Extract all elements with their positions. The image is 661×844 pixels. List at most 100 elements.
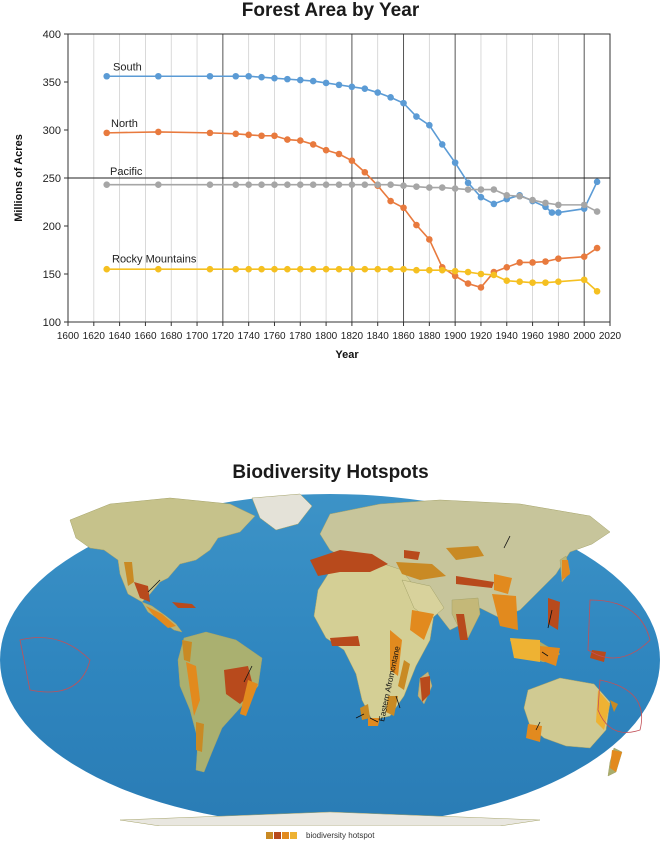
data-point bbox=[400, 99, 407, 107]
legend-label: biodiversity hotspot bbox=[306, 831, 375, 840]
y-tick-label: 200 bbox=[43, 221, 61, 233]
x-tick-label: 1600 bbox=[57, 331, 80, 342]
data-point bbox=[361, 265, 369, 273]
data-point bbox=[555, 255, 562, 262]
series-label: North bbox=[111, 118, 138, 130]
data-point bbox=[413, 183, 420, 190]
y-tick-label: 350 bbox=[43, 77, 61, 89]
data-point bbox=[258, 73, 265, 81]
data-point bbox=[103, 72, 111, 80]
hotspot-tumbes bbox=[182, 640, 192, 662]
data-point bbox=[232, 265, 240, 273]
hotspot-maputaland bbox=[386, 696, 398, 716]
data-point bbox=[155, 72, 162, 80]
series-label: Pacific bbox=[110, 166, 143, 178]
x-axis-label: Year bbox=[335, 349, 359, 361]
hotspot-western-ghats bbox=[456, 614, 468, 640]
data-point bbox=[503, 263, 511, 271]
y-tick-label: 100 bbox=[43, 317, 61, 329]
data-point bbox=[335, 265, 343, 273]
data-point bbox=[309, 77, 317, 85]
hotspots bbox=[124, 546, 622, 772]
data-point bbox=[426, 236, 433, 243]
data-point bbox=[335, 150, 343, 158]
data-point bbox=[400, 204, 407, 212]
greenland bbox=[251, 493, 313, 531]
data-point bbox=[322, 79, 330, 87]
data-point bbox=[464, 268, 472, 276]
data-point bbox=[361, 85, 369, 93]
data-point bbox=[322, 146, 330, 154]
data-point bbox=[503, 277, 511, 285]
data-point bbox=[271, 132, 278, 140]
x-tick-label: 1940 bbox=[496, 331, 519, 342]
hotspot-atlantic bbox=[240, 680, 258, 716]
data-point bbox=[438, 184, 446, 191]
data-point bbox=[593, 178, 601, 186]
hotspot-east-australia bbox=[596, 690, 610, 730]
x-tick-label: 1780 bbox=[289, 331, 312, 342]
x-tick-label: 1900 bbox=[444, 331, 467, 342]
y-tick-label: 150 bbox=[43, 269, 61, 281]
hotspot-himalaya bbox=[456, 576, 494, 588]
legend-swatch bbox=[290, 832, 297, 839]
hotspot-caucasus bbox=[404, 550, 420, 560]
data-point bbox=[593, 244, 601, 252]
data-point bbox=[555, 209, 562, 216]
data-point bbox=[516, 259, 523, 266]
arabia bbox=[401, 579, 445, 621]
y-tick-label: 400 bbox=[43, 29, 61, 41]
legend-swatch bbox=[266, 832, 273, 839]
y-tick-label: 300 bbox=[43, 125, 61, 137]
hotspot-sw-australia bbox=[526, 724, 542, 742]
data-point bbox=[296, 76, 304, 84]
data-point bbox=[542, 258, 549, 265]
data-point bbox=[361, 181, 369, 189]
data-point bbox=[296, 137, 304, 144]
hotspot-eastern-afromontane bbox=[390, 630, 402, 676]
x-tick-label: 1760 bbox=[263, 331, 286, 342]
x-tick-label: 1960 bbox=[521, 331, 544, 342]
series-label: South bbox=[113, 61, 142, 73]
data-point bbox=[245, 181, 252, 189]
world-map: CaliforniaFloristicProvinceMadreanPine-O… bbox=[0, 493, 660, 826]
data-point bbox=[593, 287, 601, 295]
data-point bbox=[374, 265, 382, 273]
data-point bbox=[400, 265, 407, 273]
data-point bbox=[580, 201, 588, 209]
data-point bbox=[555, 278, 562, 285]
data-point bbox=[296, 181, 304, 189]
data-point bbox=[477, 284, 485, 291]
data-point bbox=[348, 157, 356, 165]
data-point bbox=[271, 265, 278, 273]
hotspot-cape bbox=[368, 718, 380, 726]
x-tick-label: 1740 bbox=[238, 331, 261, 342]
data-point bbox=[387, 181, 394, 189]
hotspot-sundaland bbox=[510, 638, 540, 662]
map-legend: biodiversity hotspot bbox=[266, 831, 374, 840]
data-point bbox=[206, 129, 214, 137]
data-point bbox=[529, 279, 536, 286]
data-point bbox=[542, 279, 549, 286]
data-point bbox=[477, 270, 485, 278]
hotspot-mesoamerica bbox=[146, 606, 176, 628]
data-point bbox=[580, 253, 588, 261]
data-point bbox=[438, 266, 446, 274]
x-tick-label: 1860 bbox=[392, 331, 415, 342]
data-point bbox=[516, 192, 523, 200]
data-point bbox=[296, 265, 304, 273]
data-point bbox=[245, 131, 252, 139]
data-point bbox=[400, 182, 407, 189]
data-point bbox=[245, 72, 252, 80]
data-point bbox=[284, 136, 291, 143]
hotspot-madrean bbox=[134, 582, 150, 602]
x-tick-label: 2020 bbox=[599, 331, 622, 342]
data-point bbox=[387, 265, 394, 273]
x-tick-label: 1660 bbox=[134, 331, 157, 342]
y-axis-label: Millions of Acres bbox=[13, 134, 25, 222]
data-point bbox=[426, 266, 433, 274]
data-point bbox=[284, 265, 291, 273]
data-point bbox=[335, 181, 343, 189]
data-point bbox=[451, 185, 459, 192]
data-point bbox=[206, 72, 214, 80]
